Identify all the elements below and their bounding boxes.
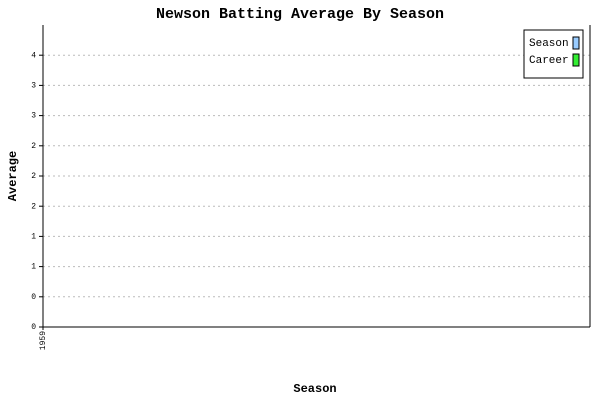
y-axis-label: Average — [6, 151, 20, 201]
legend-label: Season — [529, 38, 569, 50]
y-tick-label: 3 — [31, 82, 36, 91]
y-tick-label: 1 — [31, 233, 36, 242]
y-tick-label: 1 — [31, 263, 36, 272]
y-tick-label: 4 — [31, 51, 36, 60]
y-tick-label: 2 — [31, 142, 36, 151]
x-axis-label: Season — [293, 382, 336, 396]
chart-title: Newson Batting Average By Season — [156, 6, 444, 23]
y-tick-label: 3 — [31, 112, 36, 121]
y-tick-label: 2 — [31, 172, 36, 181]
x-tick-label: 1959 — [39, 331, 48, 350]
y-tick-label: 2 — [31, 202, 36, 211]
legend-label: Career — [529, 55, 569, 67]
y-tick-label: 0 — [31, 293, 36, 302]
legend-swatch — [572, 36, 580, 50]
legend-swatch — [572, 53, 580, 67]
y-tick-label: 0 — [31, 323, 36, 332]
